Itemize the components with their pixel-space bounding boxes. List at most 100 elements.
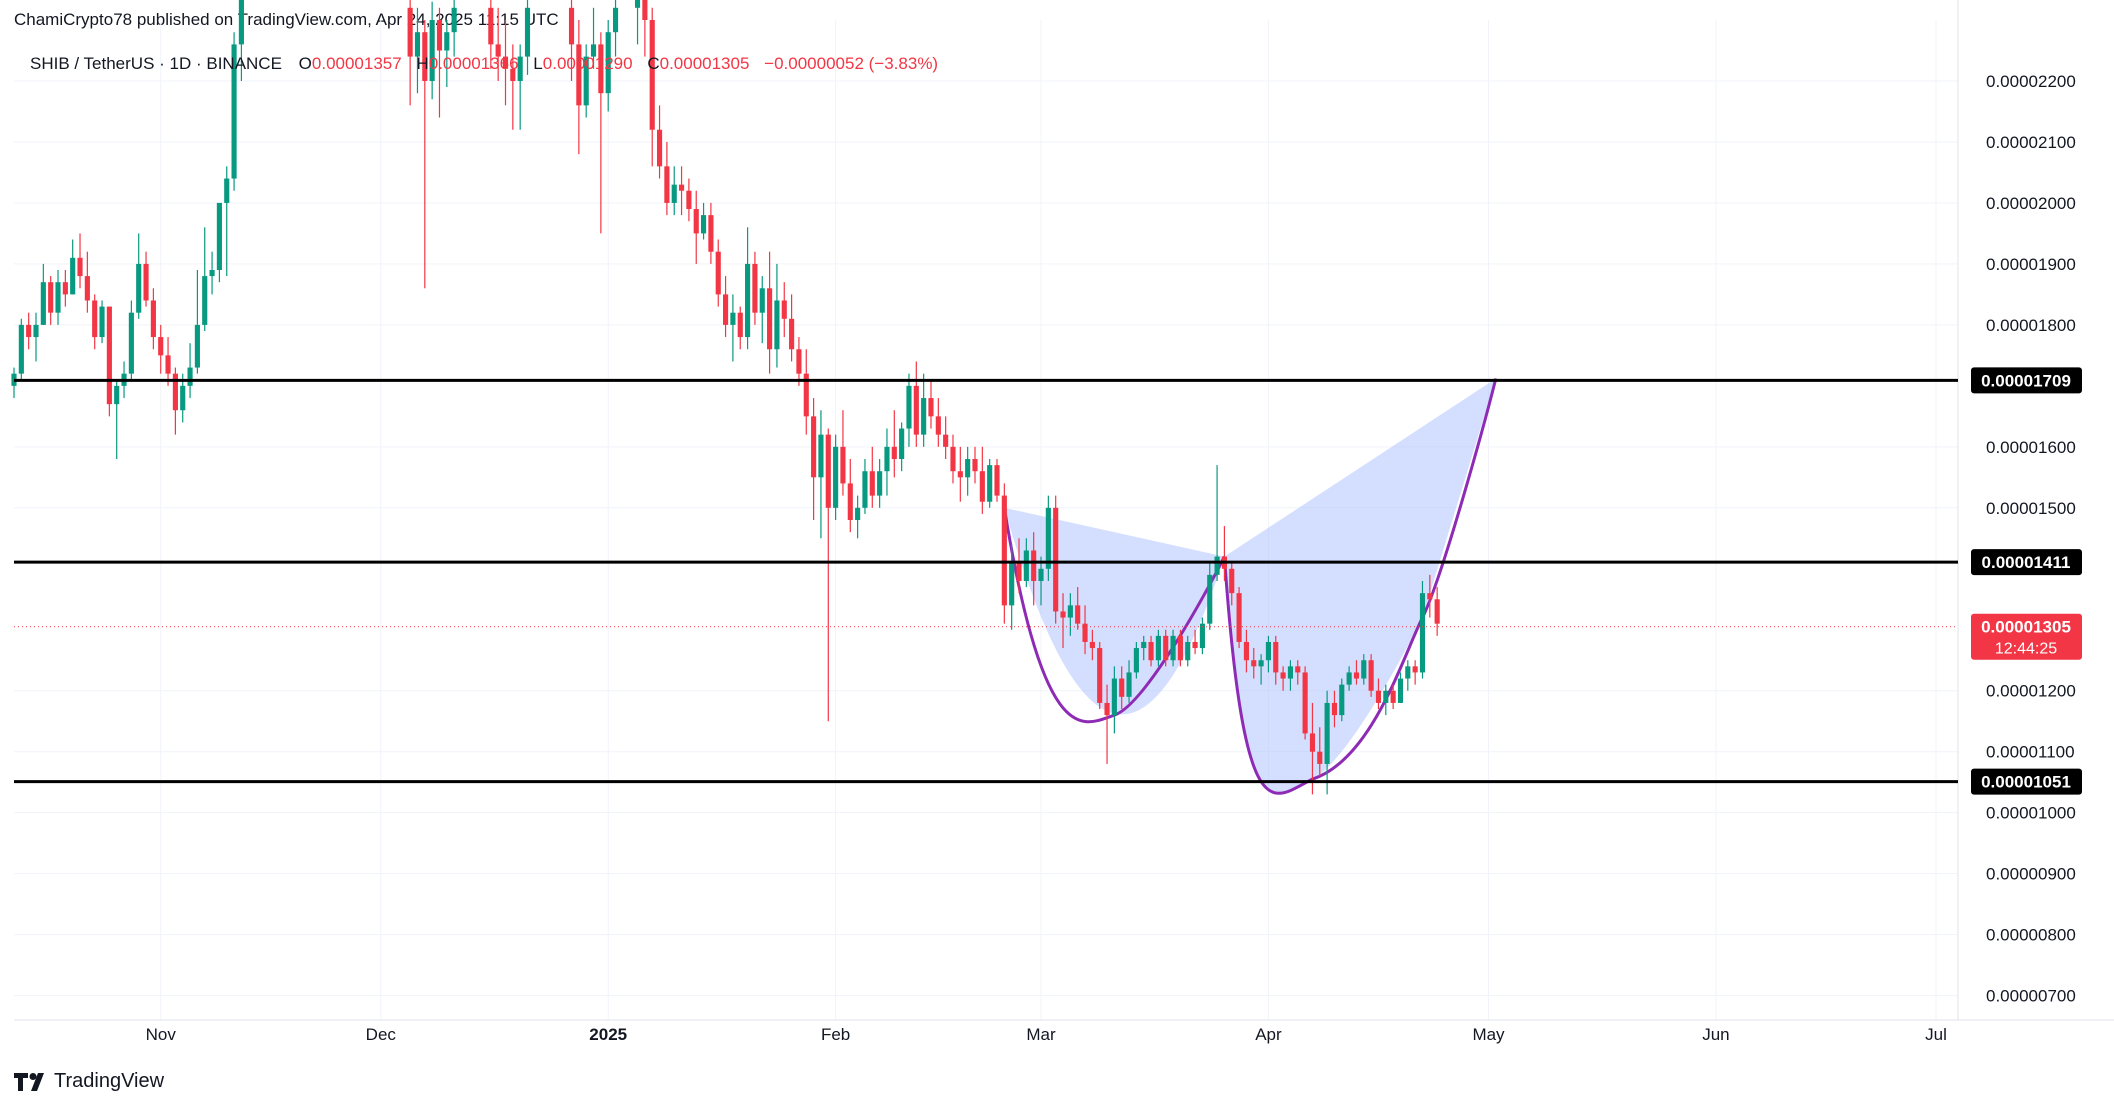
candle [789,294,795,362]
candle-body [1383,690,1389,703]
candle [730,294,736,362]
candle-body [1302,672,1308,734]
candle-body [114,385,120,405]
candle-body [612,7,619,33]
candle-body [1361,660,1367,679]
candle [1419,580,1426,679]
candle-body [429,20,435,81]
candle-body [1119,678,1125,697]
candle [1383,684,1389,716]
candle [583,44,589,118]
candle-body [1236,593,1242,642]
candle [1258,654,1264,685]
candle-body [1001,495,1007,606]
x-tick-label: Apr [1255,1025,1282,1044]
candle [656,105,663,179]
y-tick-label: 0.00000900 [1986,865,2076,884]
x-tick-label: Dec [366,1025,397,1044]
candle-body [678,184,685,191]
candle-body [957,471,963,478]
candle [928,379,934,429]
candlestick-chart[interactable]: 0.00001709 0.00001411 0.00001051 0.00001305… [0,0,2114,1060]
candle-body [143,263,149,301]
candle-body [1317,751,1323,764]
candle-body [18,324,24,374]
level-label-bg [1971,549,2082,576]
candle [1111,666,1117,734]
candle-body [422,32,428,81]
candle [99,300,105,344]
candle-body [1016,562,1022,581]
y-tick-label: 0.00001800 [1986,316,2076,335]
candle [510,44,516,130]
support-resistance-levels [14,378,1958,784]
candle [187,343,193,399]
candle-body [1097,648,1103,703]
candle-body [634,0,641,8]
candle-body [1287,666,1294,679]
candle [701,202,707,240]
x-tick-label: Nov [146,1025,177,1044]
candle-body [781,300,787,319]
candle [1045,495,1051,581]
y-tick-label: 0.00002200 [1986,72,2076,91]
candle [855,495,861,539]
legend-header: SHIB / TetherUS · 1D · BINANCE O0.000013… [30,54,938,73]
candle-body [869,471,875,496]
x-tick-label: Feb [821,1025,850,1044]
candle-body [150,300,156,338]
candle [605,20,611,112]
candle-body [833,446,839,508]
level-label-bg [1971,768,2082,795]
candle-body [1133,648,1139,673]
candle [48,276,54,325]
candle-body [99,306,105,338]
candle [1243,629,1249,673]
left-cup-curve [1002,507,1226,724]
level-label: 0.00001411 [1982,553,2071,572]
price-axis[interactable]: 0.00001709 0.00001411 0.00001051 0.00001305… [1971,72,2082,1006]
candle-body [1265,641,1271,661]
candle [40,263,46,325]
candle-body [1082,623,1088,642]
candle [723,276,729,338]
candle [877,459,883,508]
candle-body [436,20,443,51]
x-tick-label: May [1472,1025,1505,1044]
candle-body [444,32,450,51]
tradingview-logo[interactable]: TradingView [14,1070,164,1093]
candle-body [1185,641,1191,661]
candle-body [1331,702,1338,716]
candle [987,459,993,508]
candle-body [1067,605,1073,618]
candle [224,166,230,277]
candle-body [1434,599,1440,624]
candles [11,0,1440,795]
candle-body [407,7,413,57]
candle [950,434,956,484]
candle [202,227,208,331]
candle-body [1412,666,1418,673]
y-tick-label: 0.00000800 [1986,926,2076,945]
candle [935,398,941,447]
candle-body [1199,623,1205,649]
candle-body [825,434,831,508]
candle-body [605,32,611,94]
candle-body [767,288,773,350]
candle [1390,684,1396,710]
candle [26,312,32,350]
candle [1405,660,1411,691]
candle [781,282,787,338]
time-axis[interactable]: Nov Dec 2025 Feb Mar Apr May Jun Jul [146,1025,1947,1044]
candle-body [1427,593,1433,600]
candle [1412,660,1418,685]
candle [1053,495,1059,624]
candle-body [238,0,244,45]
candle-body [1375,690,1382,703]
candle [92,294,98,350]
candle-body [26,324,32,338]
candle-body [1295,666,1301,673]
candle [811,398,817,520]
candle [209,251,215,295]
candle-body [598,44,604,94]
